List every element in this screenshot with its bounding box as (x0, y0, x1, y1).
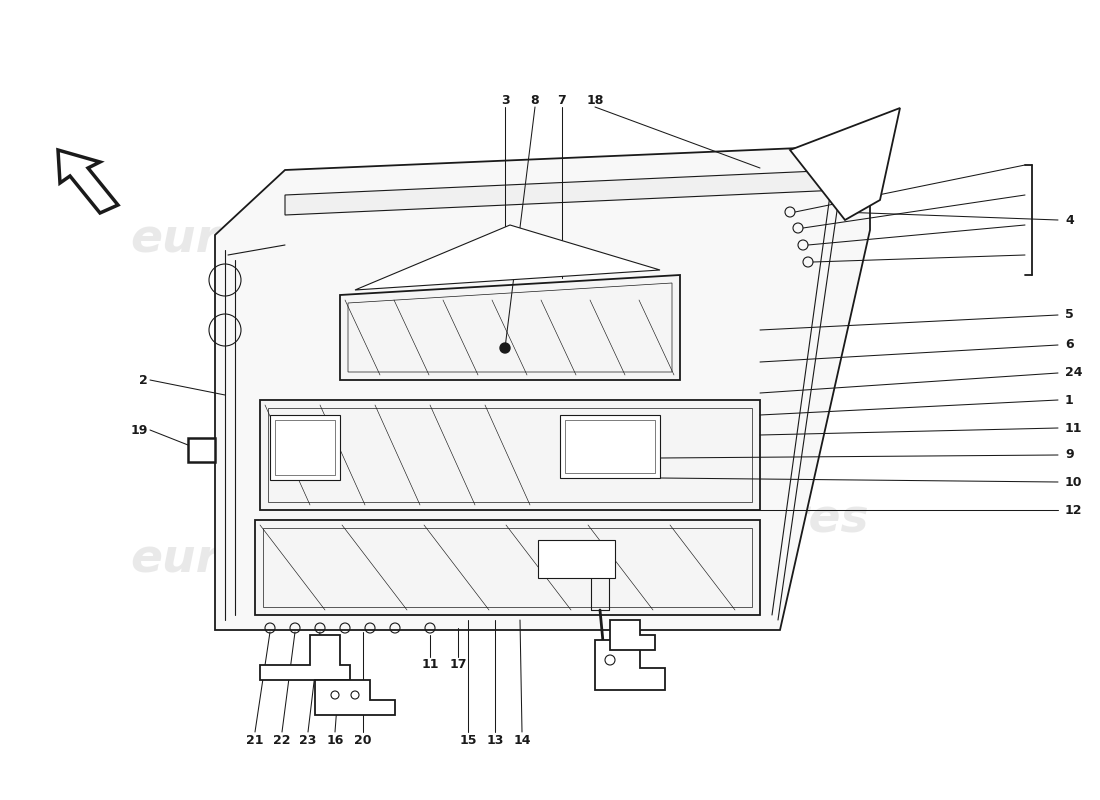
Text: 19: 19 (131, 423, 149, 437)
Polygon shape (260, 635, 350, 680)
Text: eurospares: eurospares (131, 538, 429, 582)
Polygon shape (560, 415, 660, 478)
Polygon shape (214, 145, 870, 630)
Text: 12: 12 (1065, 503, 1082, 517)
Polygon shape (538, 540, 615, 578)
Text: 5: 5 (1065, 309, 1074, 322)
Text: 11: 11 (1065, 422, 1082, 434)
Polygon shape (610, 620, 654, 650)
Text: 20: 20 (354, 734, 372, 746)
Text: 8: 8 (530, 94, 539, 106)
Polygon shape (188, 438, 214, 462)
Polygon shape (285, 170, 840, 215)
Text: 24: 24 (1065, 366, 1082, 379)
Text: 9: 9 (1065, 449, 1074, 462)
Text: 10: 10 (1065, 475, 1082, 489)
Text: 18: 18 (586, 94, 604, 106)
Polygon shape (260, 400, 760, 510)
Text: 4: 4 (1065, 214, 1074, 226)
Text: 1: 1 (1065, 394, 1074, 406)
Polygon shape (340, 275, 680, 380)
Text: 14: 14 (514, 734, 530, 746)
Polygon shape (270, 415, 340, 480)
Circle shape (500, 343, 510, 353)
Polygon shape (315, 680, 395, 715)
Text: eurospares: eurospares (571, 498, 869, 542)
Text: 2: 2 (140, 374, 148, 386)
Text: 6: 6 (1065, 338, 1074, 351)
Text: 22: 22 (273, 734, 290, 746)
Polygon shape (58, 150, 118, 213)
Text: 23: 23 (299, 734, 317, 746)
Text: eurospares: eurospares (131, 218, 429, 262)
Text: 7: 7 (558, 94, 566, 106)
Text: 21: 21 (246, 734, 264, 746)
Text: 13: 13 (486, 734, 504, 746)
Text: 11: 11 (421, 658, 439, 671)
Polygon shape (790, 108, 900, 220)
Polygon shape (595, 640, 666, 690)
Polygon shape (255, 520, 760, 615)
Text: 17: 17 (449, 658, 466, 671)
Polygon shape (355, 225, 660, 290)
Text: eurospares: eurospares (571, 178, 869, 222)
Text: 16: 16 (327, 734, 343, 746)
Text: 3: 3 (500, 94, 509, 106)
Text: 15: 15 (460, 734, 476, 746)
